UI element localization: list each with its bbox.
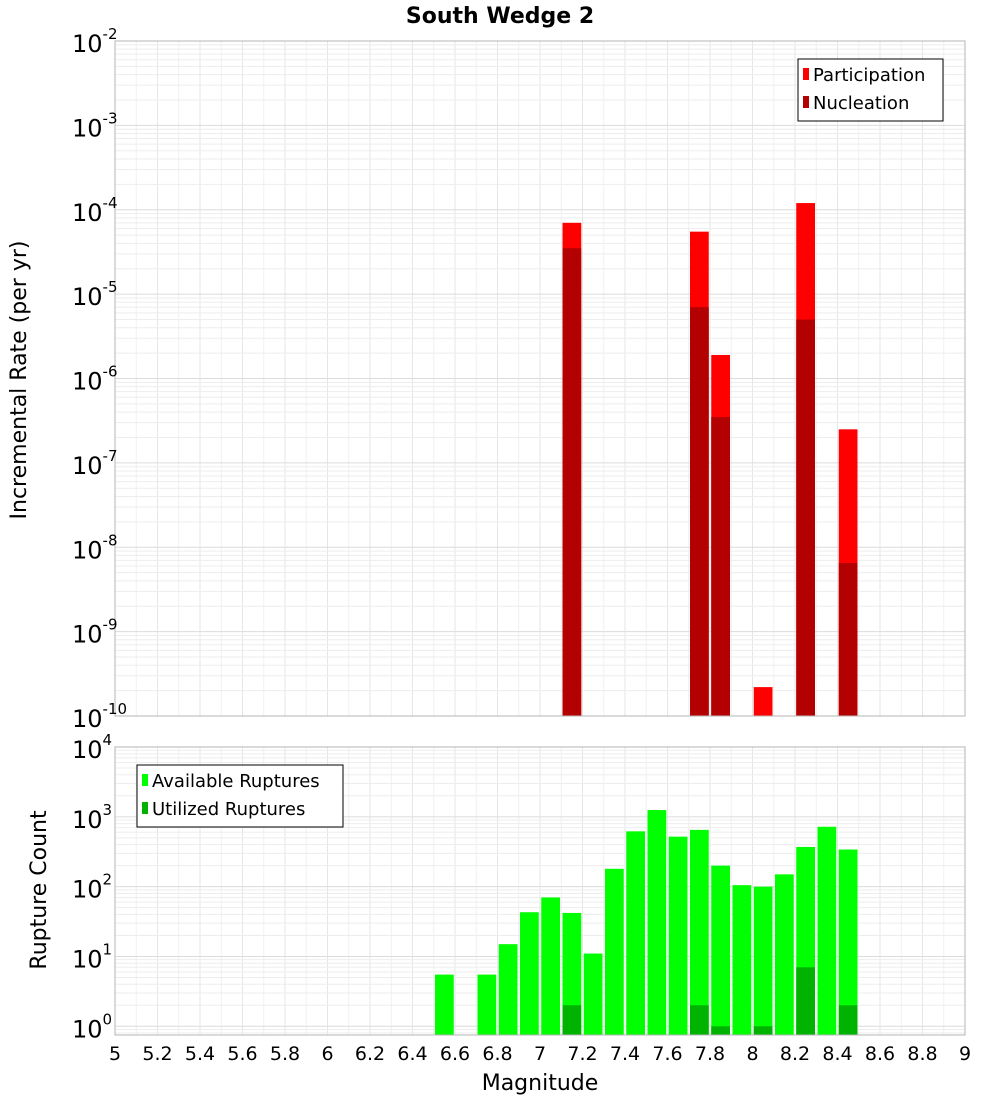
x-tick-label: 6.8 xyxy=(482,1043,512,1065)
top-y-tick-label: 10-5 xyxy=(72,278,118,311)
bottom-bar xyxy=(838,1005,858,1035)
bottom-legend-box xyxy=(136,764,344,828)
bottom-legend-label: Available Ruptures xyxy=(152,771,320,792)
bottom-legend-swatch xyxy=(142,802,148,814)
bottom-bar xyxy=(520,912,539,1035)
bottom-bar xyxy=(732,885,752,1035)
top-plot-frame xyxy=(114,40,966,717)
x-tick-label: 5.4 xyxy=(185,1043,215,1065)
bottom-bar xyxy=(753,1026,773,1035)
top-y-tick-label: 10-8 xyxy=(72,531,118,564)
top-y-axis-label: Incremental Rate (per yr) xyxy=(7,241,32,520)
bottom-y-tick-label: 101 xyxy=(72,940,112,973)
x-tick-label: 8 xyxy=(746,1043,758,1065)
top-y-tick-label: 10-9 xyxy=(72,616,118,649)
top-y-tick-label: 10-6 xyxy=(72,363,118,396)
bottom-bar xyxy=(626,831,645,1035)
top-y-ticks: 10-10 10-9 10-8 10-7 10-6 10-5 10-4 10-3 10-2 xyxy=(72,25,127,733)
top-bar xyxy=(796,319,815,716)
x-tick-label: 6.4 xyxy=(397,1043,427,1065)
top-series-b xyxy=(562,248,858,717)
bottom-bar xyxy=(711,1026,730,1035)
top-bar xyxy=(753,687,773,716)
bottom-legend-label: Utilized Ruptures xyxy=(152,799,305,820)
top-legend-swatch xyxy=(803,68,809,80)
bottom-bar xyxy=(775,874,794,1035)
top-legend-box xyxy=(797,58,944,122)
bottom-bar xyxy=(838,849,858,1035)
bottom-bar xyxy=(690,829,709,1035)
top-legend-swatch xyxy=(803,96,809,108)
top-bar xyxy=(562,248,582,717)
top-legend: Participation Nucleation xyxy=(797,58,944,122)
bottom-bar xyxy=(562,1005,582,1035)
bottom-plot-frame xyxy=(114,746,966,1036)
x-tick-label: 6 xyxy=(321,1043,333,1065)
bottom-legend: Available Ruptures Utilized Ruptures xyxy=(136,764,344,828)
x-tick-label: 5.2 xyxy=(142,1043,172,1065)
x-tick-label: 8.2 xyxy=(780,1043,810,1065)
top-y-tick-label: 10-3 xyxy=(72,109,118,142)
bottom-y-tick-label: 103 xyxy=(72,801,112,834)
bottom-y-axis-label: Rupture Count xyxy=(27,810,52,970)
bottom-series-b xyxy=(562,967,858,1035)
chart-title: South Wedge 2 xyxy=(406,4,594,29)
x-tick-label: 7 xyxy=(534,1043,546,1065)
top-y-tick-label: 10-4 xyxy=(72,194,118,227)
bottom-bar xyxy=(583,953,603,1035)
x-tick-label: 5.6 xyxy=(227,1043,257,1065)
bottom-bar xyxy=(562,912,582,1035)
x-tick-label: 8.8 xyxy=(907,1043,937,1065)
bottom-bar xyxy=(435,974,454,1035)
bottom-bar xyxy=(498,944,518,1035)
bottom-legend-swatch xyxy=(142,774,148,786)
top-bar xyxy=(690,307,709,716)
top-y-tick-label: 10-7 xyxy=(72,447,118,480)
x-tick-label: 8.6 xyxy=(865,1043,895,1065)
x-tick-label: 6.2 xyxy=(355,1043,385,1065)
x-axis-label: Magnitude xyxy=(482,1071,599,1096)
top-grid xyxy=(114,41,966,717)
top-bar xyxy=(838,563,858,716)
bottom-bar xyxy=(647,810,667,1035)
x-ticks: 5 5.2 5.4 5.6 5.8 6 6.2 6.4 6.6 6.8 7 7.2 7.4 7.6 7.8 8… xyxy=(109,1043,971,1065)
top-bar xyxy=(711,416,730,716)
x-tick-label: 7.6 xyxy=(652,1043,682,1065)
x-tick-label: 6.6 xyxy=(440,1043,470,1065)
x-tick-label: 7.2 xyxy=(567,1043,597,1065)
x-tick-label: 5.8 xyxy=(270,1043,300,1065)
bottom-bar xyxy=(605,868,624,1035)
x-tick-label: 8.4 xyxy=(822,1043,852,1065)
bottom-bar xyxy=(690,1005,709,1035)
top-legend-label: Nucleation xyxy=(813,93,909,114)
bottom-bar xyxy=(817,826,837,1035)
bottom-bar xyxy=(711,865,730,1035)
bottom-y-tick-label: 104 xyxy=(72,731,112,764)
bottom-series-a xyxy=(435,810,858,1035)
top-y-tick-label: 10-2 xyxy=(72,25,118,58)
top-legend-label: Participation xyxy=(813,65,925,86)
bottom-bar xyxy=(668,836,688,1035)
bottom-bar xyxy=(753,886,773,1035)
x-tick-label: 9 xyxy=(959,1043,971,1065)
x-tick-label: 5 xyxy=(109,1043,121,1065)
bottom-y-ticks: 100 101 102 103 104 xyxy=(72,731,112,1043)
bottom-bar xyxy=(477,974,497,1035)
x-tick-label: 7.8 xyxy=(695,1043,725,1065)
x-tick-label: 7.4 xyxy=(610,1043,640,1065)
bottom-y-tick-label: 102 xyxy=(72,871,112,904)
bottom-bar xyxy=(541,897,560,1035)
top-y-tick-label: 10-10 xyxy=(72,700,127,733)
bottom-bar xyxy=(796,967,815,1035)
bottom-y-tick-label: 100 xyxy=(72,1010,112,1043)
